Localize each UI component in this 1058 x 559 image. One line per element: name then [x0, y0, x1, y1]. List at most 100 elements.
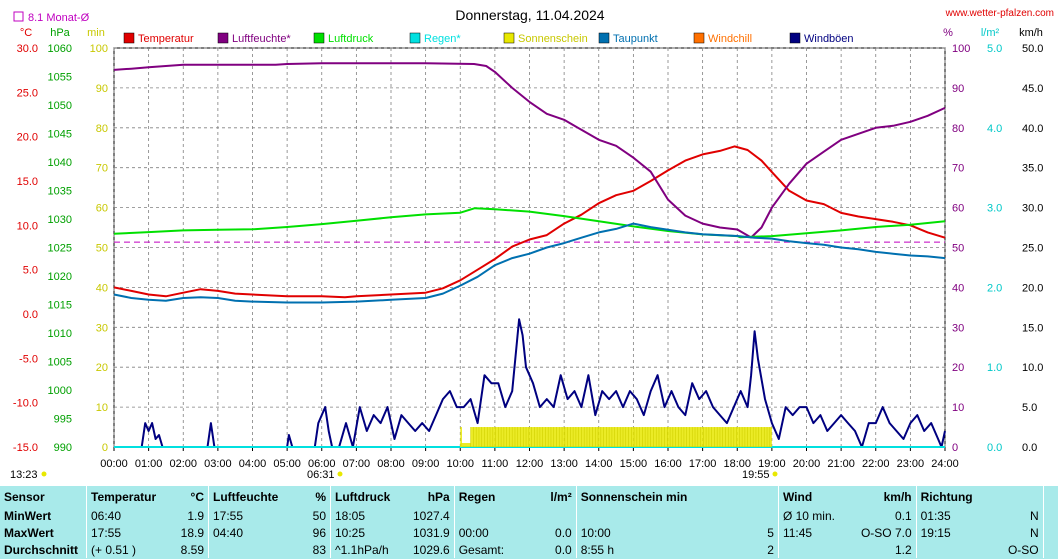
time-tick-label: 03:00	[204, 458, 232, 470]
humidity-tick-label: 40	[952, 282, 964, 294]
temp-tick-label: -15.0	[13, 442, 38, 454]
chart-title: Donnerstag, 11.04.2024	[455, 7, 604, 23]
grid-lines	[113, 47, 946, 448]
summary-header-wind: Wind	[777, 486, 857, 507]
sunshine-bar	[460, 427, 462, 447]
sun-avg-value: 2	[767, 542, 774, 557]
rain-max-time: 00:00	[453, 524, 533, 541]
pressure-max-time: 10:25	[330, 524, 409, 541]
time-tick-label: 18:00	[723, 458, 751, 470]
sun_min-tick-label: 50	[96, 243, 108, 255]
sun_min-tick-label: 70	[96, 163, 108, 175]
legend-label: Sonnenschein	[518, 33, 588, 45]
wind-tick-label: 25.0	[1022, 243, 1043, 255]
humidity-tick-label: 30	[952, 322, 964, 334]
pressure-tick-label: 995	[54, 414, 72, 426]
weather-chart: 30.0 25.0 20.0 15.0 10.0 5.0 0.0 -5.0 -10.0 -15.0…	[10, 7, 1054, 481]
rain-min-time	[453, 507, 533, 524]
pressure-tick-label: 1055	[48, 72, 72, 84]
temp-tick-label: 15.0	[17, 176, 38, 188]
series-line-Luftfeuchte	[113, 62, 946, 239]
humidity-tick-label: 0	[952, 442, 958, 454]
summary-header-sensor: Sensor	[4, 489, 45, 504]
direction-max-value: N	[1029, 525, 1039, 540]
sun-min-value	[725, 507, 779, 524]
pressure-tick-label: 1030	[48, 214, 72, 226]
temp-tick-label: -5.0	[19, 353, 38, 365]
wind-max-value: O-SO 7.0	[860, 525, 912, 540]
time-tick-label: 05:00	[273, 458, 301, 470]
sun_min-tick-label: 20	[96, 362, 108, 374]
temp-max-time: 17:55	[86, 524, 170, 541]
sunrise-icon	[337, 471, 343, 477]
direction-avg-note	[915, 541, 995, 558]
time-tick-label: 02:00	[169, 458, 197, 470]
time-tick-label: 00:00	[100, 458, 128, 470]
time-tick-label: 14:00	[585, 458, 613, 470]
rain-min-value	[533, 507, 577, 524]
rain-max-value: 0.0	[555, 525, 572, 540]
legend-label: Windböen	[804, 33, 854, 45]
site-link[interactable]: www.wetter-pfalzen.com	[945, 8, 1054, 19]
time-tick-label: 09:00	[412, 458, 440, 470]
humidity-min-value: 50	[312, 508, 326, 523]
summary-filler	[1042, 541, 1058, 558]
sunset-icon	[772, 471, 778, 477]
sun_min-tick-label: 0	[102, 442, 108, 454]
rain-total-label: Gesamt:	[453, 541, 533, 558]
sun_min-tick-label: 40	[96, 282, 108, 294]
summary-header-rain: Regen	[453, 486, 533, 507]
pressure-avg-value: 1029.6	[413, 542, 450, 557]
time-tick-label: 23:00	[897, 458, 925, 470]
pressure-tick-label: 1015	[48, 300, 72, 312]
sunshine-bar	[470, 427, 772, 447]
pressure-avg-note: ^1.1hPa/h	[330, 541, 409, 558]
legend: Temperatur Luftfeuchte* Luftdruck Regen* Son…	[123, 32, 854, 45]
pressure-tick-label: 1025	[48, 243, 72, 255]
wind-tick-label: 40.0	[1022, 123, 1043, 135]
wind-tick-label: 5.0	[1022, 402, 1037, 414]
summary-header-wind-unit: km/h	[883, 489, 912, 504]
pressure-unit-label: hPa	[50, 27, 70, 39]
temp-unit-label: °C	[20, 27, 32, 39]
sun-icon	[41, 471, 47, 477]
series-line-Taupunkt	[113, 222, 946, 304]
legend-swatch	[503, 32, 515, 44]
rain-tick-label: 0.0	[987, 442, 1002, 454]
rain-tick-label: 3.0	[987, 203, 1002, 215]
wind-avg-note	[777, 541, 857, 558]
temp-tick-label: 0.0	[23, 309, 38, 321]
sunset-label: 19:55	[742, 469, 770, 481]
sun_min-tick-label: 90	[96, 83, 108, 95]
temp-tick-label: 25.0	[17, 87, 38, 99]
pressure-tick-label: 1045	[48, 129, 72, 141]
legend-swatch	[123, 32, 135, 44]
legend-label: Windchill	[708, 33, 752, 45]
time-tick-label: 07:00	[343, 458, 371, 470]
temp-tick-label: 5.0	[23, 265, 38, 277]
sunshine-bar	[460, 443, 471, 447]
y-axes: 30.0 25.0 20.0 15.0 10.0 5.0 0.0 -5.0 -10.0 -15.0…	[13, 27, 1044, 454]
pressure-tick-label: 1060	[48, 43, 72, 55]
legend-label: Luftfeuchte*	[232, 33, 291, 45]
pressure-tick-label: 990	[54, 442, 72, 454]
pressure-tick-label: 1035	[48, 186, 72, 198]
wind-tick-label: 15.0	[1022, 322, 1043, 334]
summary-header-humidity-unit: %	[315, 489, 326, 504]
humidity-unit-label: %	[943, 27, 953, 39]
sun_min-tick-label: 10	[96, 402, 108, 414]
humidity-tick-label: 90	[952, 83, 964, 95]
time-tick-label: 13:00	[550, 458, 578, 470]
rain-tick-label: 4.0	[987, 123, 1002, 135]
temp-max-value: 18.9	[180, 525, 204, 540]
time-tick-label: 11:00	[482, 458, 509, 470]
pressure-tick-label: 1010	[48, 328, 72, 340]
summary-label: MinWert	[4, 508, 52, 523]
time-tick-label: 12:00	[516, 458, 544, 470]
summary-header-sunshine: Sonnenschein min	[575, 486, 779, 507]
pressure-tick-label: 1005	[48, 357, 72, 369]
sun_min-tick-label: 100	[90, 43, 108, 55]
monthly-avg-label: 8.1 Monat-Ø	[28, 12, 90, 24]
wind-tick-label: 20.0	[1022, 282, 1043, 294]
wind-tick-label: 30.0	[1022, 203, 1043, 215]
